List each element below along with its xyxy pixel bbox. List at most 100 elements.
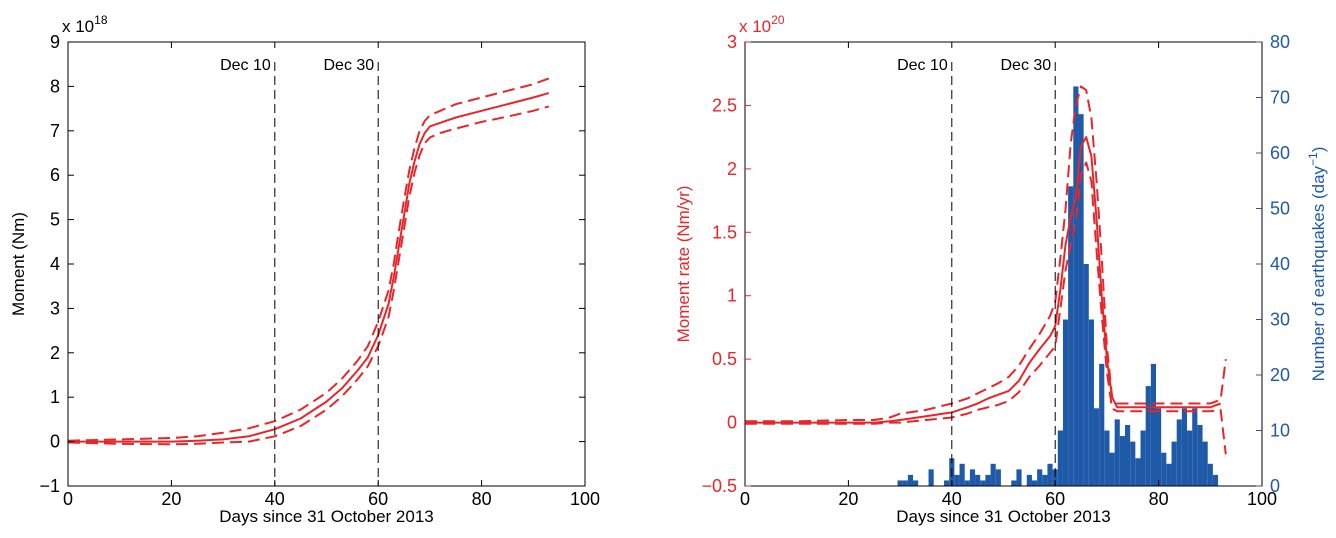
date-marker-label: Dec 30 xyxy=(323,57,374,74)
x-tick-label: 80 xyxy=(472,489,492,509)
histogram-bar xyxy=(1140,430,1146,486)
histogram-bar xyxy=(1088,319,1094,486)
histogram-bar xyxy=(1192,408,1198,486)
y-right-tick-label: 80 xyxy=(1270,32,1290,52)
histogram-bar xyxy=(1150,363,1157,486)
histogram-bar xyxy=(1181,408,1188,486)
histogram-bar xyxy=(1212,474,1219,486)
left-y-exponent: x 1018 xyxy=(62,13,108,36)
histogram-bar xyxy=(1202,441,1208,486)
y-right-tick-label: 30 xyxy=(1270,310,1290,330)
histogram-bar xyxy=(969,469,976,486)
histogram-bar xyxy=(1052,469,1058,486)
y-tick-label: 5 xyxy=(50,210,60,230)
histogram-bar xyxy=(1145,386,1151,486)
histogram-bar xyxy=(1073,86,1079,487)
histogram-bar xyxy=(1042,474,1048,486)
histogram-bar xyxy=(1207,463,1213,486)
histogram-bar xyxy=(1099,363,1105,486)
histogram-bar xyxy=(1114,419,1120,486)
histogram-bar xyxy=(1119,436,1125,486)
histogram-bar xyxy=(964,480,970,486)
histogram-bar xyxy=(1104,430,1110,486)
histogram-bar xyxy=(897,480,903,486)
histogram-bar xyxy=(954,474,960,486)
x-tick-label: 100 xyxy=(1247,489,1277,509)
histogram-bar xyxy=(1047,463,1053,486)
y-tick-label: 1.5 xyxy=(712,222,737,242)
date-marker-label: Dec 10 xyxy=(897,57,948,74)
left-x-axis-label: Days since 31 October 2013 xyxy=(219,507,434,526)
date-marker-label: Dec 30 xyxy=(1000,57,1051,74)
x-tick-label: 60 xyxy=(1045,489,1065,509)
histogram-bar xyxy=(1083,264,1089,486)
y-tick-label: 8 xyxy=(50,76,60,96)
right-y-axis-label-right: Number of earthquakes (day−1) xyxy=(1306,147,1328,382)
histogram-bar xyxy=(1161,452,1167,486)
y-tick-label: 4 xyxy=(50,254,60,274)
right-x-axis-label: Days since 31 October 2013 xyxy=(896,507,1111,526)
histogram-bar xyxy=(902,480,908,486)
date-marker-label: Dec 10 xyxy=(220,57,271,74)
y-tick-label: 1 xyxy=(50,387,60,407)
histogram-bar xyxy=(1057,430,1063,486)
x-tick-label: 40 xyxy=(942,489,962,509)
histogram-bar xyxy=(1068,186,1074,487)
histogram-bar xyxy=(1062,319,1069,486)
y-right-tick-label: 0 xyxy=(1270,476,1280,496)
series-line-solid xyxy=(745,136,1221,424)
histogram-bar xyxy=(990,463,996,486)
series-line-dashed xyxy=(67,77,550,442)
y-tick-label: 7 xyxy=(50,121,60,141)
histogram-bar xyxy=(1026,474,1032,486)
right-y-exponent: x 1020 xyxy=(739,13,785,36)
y-tick-label: 0.5 xyxy=(712,349,737,369)
histogram-bar xyxy=(907,474,914,486)
histogram-bar xyxy=(1016,469,1022,486)
histogram-bar xyxy=(995,469,1001,486)
y-tick-label: 9 xyxy=(50,32,60,52)
x-tick-label: 60 xyxy=(368,489,388,509)
y-tick-label: −0.5 xyxy=(701,476,737,496)
histogram-bar xyxy=(1011,480,1017,486)
histogram-bar xyxy=(1156,408,1162,486)
left-y-axis-label: Moment (Nm) xyxy=(9,212,28,316)
x-tick-label: 0 xyxy=(740,489,750,509)
y-right-tick-label: 70 xyxy=(1270,88,1290,108)
x-tick-label: 40 xyxy=(265,489,285,509)
histogram-bar xyxy=(980,480,986,486)
x-tick-label: 0 xyxy=(63,489,73,509)
series-line-dashed xyxy=(67,105,550,446)
y-right-tick-label: 10 xyxy=(1270,421,1290,441)
x-tick-label: 20 xyxy=(838,489,858,509)
histogram-bar xyxy=(1135,458,1141,486)
series-line-dashed xyxy=(745,85,1227,423)
histogram-bar xyxy=(1093,408,1100,486)
histogram-bar xyxy=(1124,424,1131,486)
right-chart: Dec 10 Dec 30 0 20 40 60 80 100−0.500.511.522.… xyxy=(674,13,1328,526)
x-tick-label: 80 xyxy=(1149,489,1169,509)
histogram-bar xyxy=(944,480,950,486)
y-right-tick-label: 50 xyxy=(1270,199,1290,219)
y-tick-label: 3 xyxy=(50,298,60,318)
x-tick-label: 100 xyxy=(570,489,600,509)
y-tick-label: 2 xyxy=(727,159,737,179)
y-tick-label: 2 xyxy=(50,343,60,363)
histogram-bar xyxy=(1109,452,1115,486)
histogram-bar xyxy=(1130,441,1136,486)
histogram-bar xyxy=(1078,114,1084,487)
histogram-bar xyxy=(1187,430,1193,486)
y-tick-label: 1 xyxy=(727,286,737,306)
histogram-bar xyxy=(928,469,934,486)
histogram-bar xyxy=(1197,424,1203,486)
y-right-tick-label: 40 xyxy=(1270,254,1290,274)
histogram-bar xyxy=(1166,463,1172,486)
histogram-bar xyxy=(913,480,919,486)
histogram-bar xyxy=(1176,419,1182,486)
series-line-dashed xyxy=(745,161,1227,455)
y-tick-label: −1 xyxy=(39,476,60,496)
left-plot-frame xyxy=(67,41,586,487)
series-line-solid xyxy=(68,92,550,443)
y-tick-label: 6 xyxy=(50,165,60,185)
